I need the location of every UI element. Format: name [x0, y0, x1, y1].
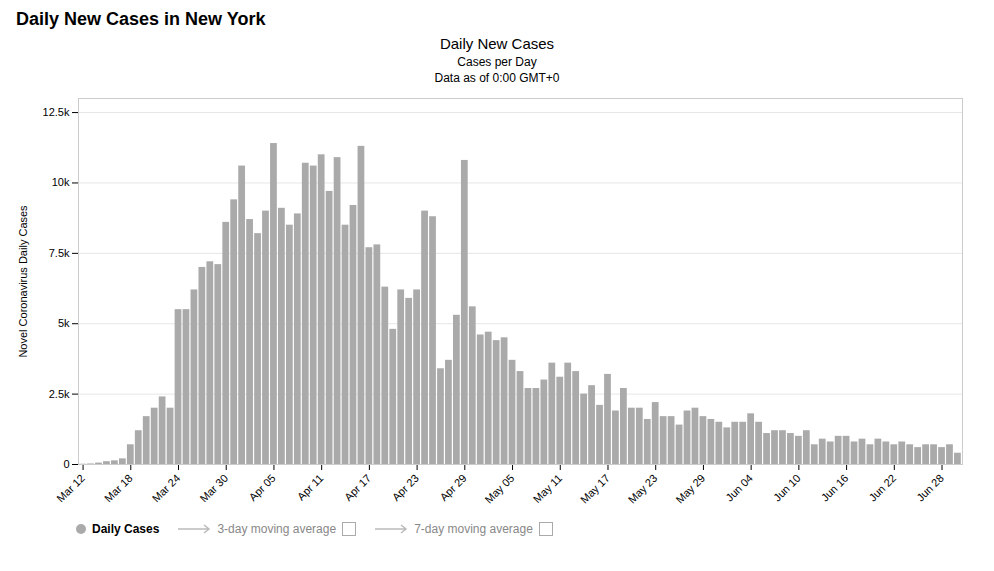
svg-text:Apr 11: Apr 11 — [295, 472, 326, 503]
svg-text:Apr 23: Apr 23 — [390, 472, 421, 503]
svg-text:May 05: May 05 — [482, 472, 516, 506]
html-text:7-day moving average: 7-day moving average — [414, 522, 533, 536]
html-text:Cases per Day: Cases per Day — [457, 55, 537, 69]
svg-text:Jun 16: Jun 16 — [819, 472, 851, 504]
svg-text:10k: 10k — [52, 176, 70, 188]
svg-text:Jun 22: Jun 22 — [866, 472, 898, 504]
svg-text:Apr 29: Apr 29 — [437, 472, 468, 503]
svg-text:Apr 05: Apr 05 — [246, 472, 277, 503]
svg-text:May 11: May 11 — [531, 472, 564, 505]
html-text:Daily Cases: Daily Cases — [92, 522, 160, 536]
svg-text:Mar 30: Mar 30 — [197, 472, 230, 505]
svg-text:May 23: May 23 — [626, 472, 660, 506]
html-text:Daily New Cases in New York: Daily New Cases in New York — [16, 9, 266, 29]
svg-text:2.5k: 2.5k — [49, 388, 70, 400]
svg-text:Mar 18: Mar 18 — [102, 472, 135, 505]
svg-text:Novel Coronavirus Daily Cases: Novel Coronavirus Daily Cases — [17, 205, 29, 358]
svg-text:Jun 10: Jun 10 — [771, 472, 803, 504]
svg-text:Mar 12: Mar 12 — [54, 472, 87, 505]
svg-text:May 29: May 29 — [673, 472, 707, 506]
svg-text:Mar 24: Mar 24 — [150, 472, 183, 505]
svg-text:Jun 28: Jun 28 — [914, 472, 946, 504]
svg-text:12.5k: 12.5k — [43, 106, 70, 118]
svg-text:Jun 04: Jun 04 — [723, 472, 755, 504]
svg-text:5k: 5k — [58, 317, 70, 329]
svg-text:0: 0 — [63, 458, 69, 470]
svg-text:May 17: May 17 — [578, 472, 612, 506]
svg-text:Apr 17: Apr 17 — [342, 472, 373, 503]
html-text:3-day moving average: 3-day moving average — [217, 522, 337, 536]
html-text:Daily New Cases: Daily New Cases — [439, 35, 555, 52]
html-text:Data as of 0:00 GMT+0: Data as of 0:00 GMT+0 — [434, 71, 560, 85]
svg-text:7.5k: 7.5k — [49, 247, 70, 259]
